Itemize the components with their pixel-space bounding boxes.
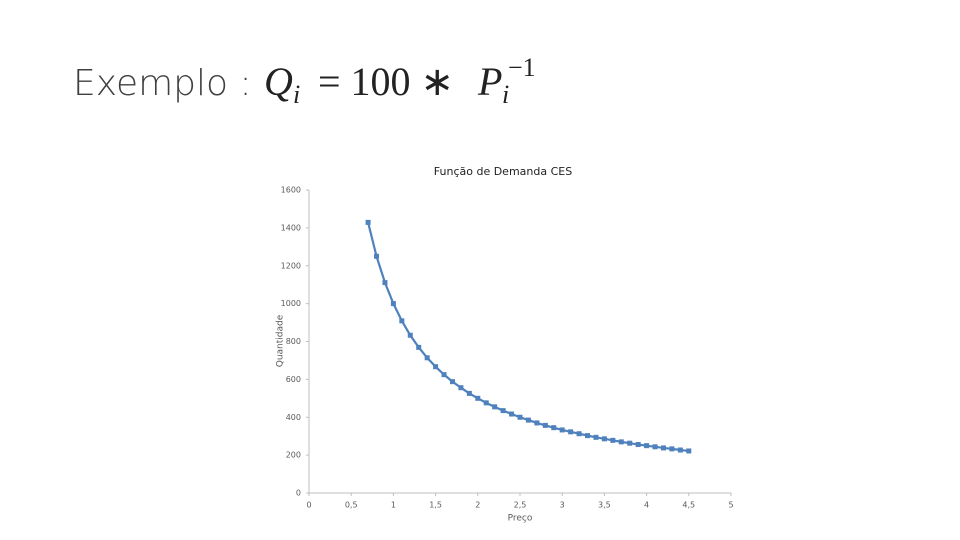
- data-point: [466, 390, 472, 396]
- slide-title: Exemplo :: [73, 63, 252, 104]
- y-tick-label: 800: [286, 337, 301, 346]
- data-point: [644, 443, 650, 449]
- y-tick-label: 200: [286, 451, 301, 460]
- data-point: [407, 332, 413, 338]
- data-point: [610, 437, 616, 443]
- formula-q-sub: i: [293, 80, 300, 109]
- formula-q: Q: [264, 59, 293, 104]
- data-point: [593, 434, 599, 440]
- data-point: [483, 400, 489, 406]
- data-point: [441, 372, 447, 378]
- data-point: [618, 439, 624, 445]
- x-tick-label: 3: [560, 501, 565, 510]
- y-tick-label: 1400: [281, 223, 301, 232]
- formula-p-sub: i: [502, 80, 509, 109]
- y-tick-label: 1600: [281, 186, 301, 195]
- x-tick-label: 2: [475, 501, 480, 510]
- x-tick-label: 0,5: [345, 501, 358, 510]
- data-point: [534, 420, 540, 426]
- x-tick-label: 4: [644, 501, 649, 510]
- x-tick-label: 4,5: [682, 501, 695, 510]
- data-point: [686, 448, 692, 454]
- data-point: [635, 442, 641, 448]
- x-tick-label: 1,5: [429, 501, 442, 510]
- data-line: [367, 222, 689, 453]
- data-point: [416, 344, 422, 350]
- data-point: [627, 440, 633, 446]
- data-point: [365, 219, 371, 225]
- x-tick-label: 3,5: [598, 501, 611, 510]
- data-point: [568, 429, 574, 435]
- data-point: [500, 408, 506, 414]
- data-point: [551, 425, 557, 431]
- data-point: [382, 280, 388, 286]
- data-point: [475, 395, 481, 401]
- data-point: [677, 447, 683, 453]
- formula-p-sup: −1: [508, 53, 536, 82]
- data-point: [576, 431, 582, 437]
- data-point: [424, 355, 430, 361]
- y-tick-label: 400: [286, 413, 301, 422]
- data-point: [585, 433, 591, 439]
- x-axis-label: Preço: [508, 514, 533, 524]
- data-point: [374, 253, 380, 259]
- formula-middle: = 100 ∗: [318, 59, 454, 104]
- data-point: [492, 404, 498, 410]
- y-axis-label: Quantidade: [276, 314, 286, 367]
- data-point: [399, 318, 405, 324]
- data-point: [601, 436, 607, 442]
- data-point: [669, 446, 675, 452]
- y-tick-label: 600: [286, 375, 301, 384]
- data-point: [559, 427, 565, 433]
- formula: Q i = 100 ∗ P i −1: [264, 53, 536, 109]
- y-tick-label: 0: [296, 489, 301, 498]
- data-point: [517, 414, 523, 420]
- chart-title: Função de Demanda CES: [434, 165, 572, 178]
- data-point: [660, 445, 666, 451]
- data-point: [652, 444, 658, 450]
- data-point: [458, 385, 464, 391]
- x-tick-label: 0: [306, 501, 311, 510]
- data-point: [542, 422, 548, 428]
- x-tick-label: 5: [728, 501, 733, 510]
- y-tick-label: 1000: [281, 299, 301, 308]
- formula-p: P: [477, 59, 502, 104]
- data-point: [525, 417, 531, 423]
- data-point: [433, 364, 439, 370]
- data-point: [449, 379, 455, 385]
- x-tick-label: 2,5: [514, 501, 527, 510]
- data-point: [390, 301, 396, 307]
- data-point: [509, 411, 515, 417]
- x-tick-label: 1: [391, 501, 396, 510]
- y-tick-label: 1200: [281, 261, 301, 270]
